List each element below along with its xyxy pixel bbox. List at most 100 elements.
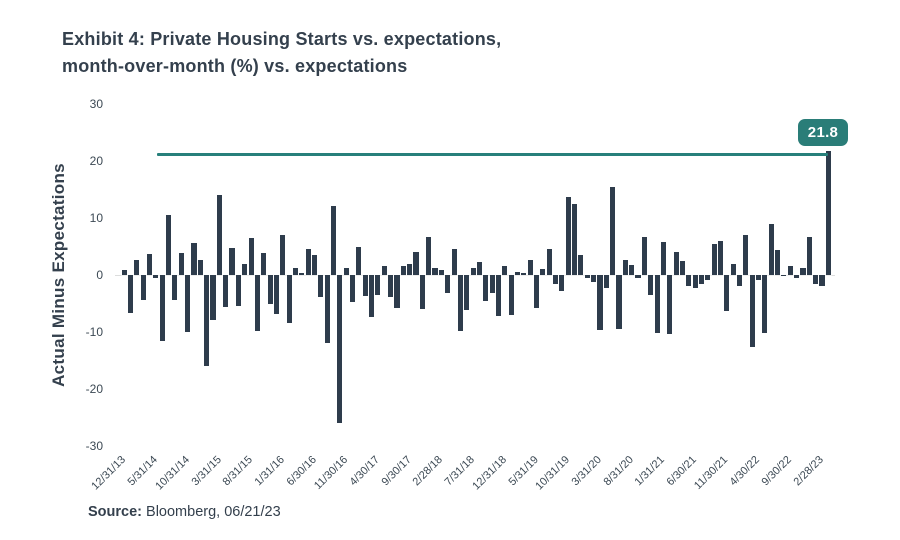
bar bbox=[507, 274, 515, 316]
bar bbox=[393, 273, 401, 310]
bar bbox=[399, 264, 407, 276]
bar bbox=[774, 249, 782, 276]
bar-slot bbox=[609, 104, 617, 446]
bar bbox=[171, 274, 179, 301]
bar-slot bbox=[710, 104, 718, 446]
y-tick-label: 10 bbox=[89, 211, 103, 225]
bar-slot bbox=[133, 104, 141, 446]
bar bbox=[215, 194, 223, 276]
bar-slot bbox=[685, 104, 693, 446]
bar-slot bbox=[177, 104, 185, 446]
bar bbox=[348, 274, 357, 303]
bar-slot bbox=[678, 104, 686, 446]
bar-slot bbox=[165, 104, 173, 446]
bar-slot bbox=[735, 104, 744, 446]
zero-gridline bbox=[115, 274, 835, 276]
bar-slot bbox=[412, 104, 420, 446]
bar bbox=[145, 252, 154, 276]
bar-slot bbox=[323, 104, 331, 446]
bar-slot bbox=[621, 104, 629, 446]
bar-slot bbox=[526, 104, 534, 446]
bar bbox=[640, 235, 648, 276]
bar-slot bbox=[406, 104, 414, 446]
bar-slot bbox=[298, 104, 306, 446]
bar bbox=[494, 273, 503, 318]
bar-slot bbox=[507, 104, 515, 446]
bar-slot bbox=[317, 104, 325, 446]
bar-slot bbox=[805, 104, 813, 446]
bar bbox=[272, 274, 280, 315]
bar bbox=[190, 241, 198, 276]
bar bbox=[634, 274, 642, 279]
bar bbox=[767, 222, 775, 276]
bar-slot bbox=[729, 104, 737, 446]
bar bbox=[336, 273, 344, 425]
bar bbox=[583, 273, 591, 280]
bar bbox=[761, 273, 769, 335]
bar bbox=[653, 274, 661, 334]
bar-slot bbox=[482, 104, 490, 446]
bar-slot bbox=[450, 104, 458, 446]
bar-slot bbox=[418, 104, 426, 446]
bar-slot bbox=[659, 104, 667, 446]
chart-title-line1: Exhibit 4: Private Housing Starts vs. ex… bbox=[62, 29, 502, 49]
bar-slot bbox=[520, 104, 528, 446]
y-tick-label: -20 bbox=[85, 382, 103, 396]
bar-slot bbox=[697, 104, 706, 446]
bar bbox=[501, 264, 509, 276]
bar-slot bbox=[158, 104, 166, 446]
bar-slot bbox=[501, 104, 509, 446]
bar-slot bbox=[672, 104, 680, 446]
bar bbox=[120, 269, 128, 276]
bar-slot bbox=[266, 104, 274, 446]
bar-slot bbox=[184, 104, 192, 446]
bar bbox=[659, 240, 667, 276]
bar bbox=[818, 273, 826, 288]
bar bbox=[317, 274, 325, 298]
bar-slot bbox=[336, 104, 344, 446]
bar bbox=[196, 259, 204, 276]
bar bbox=[602, 274, 610, 289]
y-tick-label: -30 bbox=[85, 439, 103, 453]
bar-slot bbox=[260, 104, 268, 446]
bar-slot bbox=[247, 104, 255, 446]
bar bbox=[513, 270, 522, 277]
bar-slot bbox=[437, 104, 445, 446]
bar bbox=[488, 273, 496, 295]
bar-slot bbox=[812, 104, 820, 446]
bar bbox=[615, 274, 623, 330]
bar-slot bbox=[209, 104, 217, 446]
bar-slot bbox=[590, 104, 598, 446]
bar bbox=[387, 274, 395, 298]
bar bbox=[805, 235, 813, 276]
chart-title: Exhibit 4: Private Housing Starts vs. ex… bbox=[62, 26, 501, 80]
bar bbox=[482, 274, 490, 302]
bar-slot bbox=[634, 104, 642, 446]
bar-slot bbox=[767, 104, 775, 446]
bar-slot bbox=[596, 104, 604, 446]
bar-slot bbox=[171, 104, 179, 446]
bar-slot bbox=[564, 104, 572, 446]
bar bbox=[431, 266, 439, 277]
bar-slot bbox=[228, 104, 236, 446]
bar bbox=[323, 273, 331, 345]
bar bbox=[126, 274, 135, 314]
bar bbox=[742, 234, 750, 276]
bar bbox=[564, 195, 572, 276]
bar-slot bbox=[342, 104, 350, 446]
bar-slot bbox=[558, 104, 566, 446]
bar bbox=[463, 274, 471, 311]
bar bbox=[285, 273, 293, 325]
bar bbox=[444, 273, 452, 295]
bar-slot bbox=[120, 104, 128, 446]
bar-slot bbox=[329, 104, 338, 446]
bar bbox=[368, 274, 376, 318]
bar bbox=[266, 274, 274, 305]
bar-slot bbox=[196, 104, 204, 446]
bar bbox=[520, 271, 528, 277]
bar-slot bbox=[647, 104, 655, 446]
bar-slot bbox=[799, 104, 807, 446]
bar bbox=[475, 261, 483, 276]
bar-slot bbox=[361, 104, 369, 446]
